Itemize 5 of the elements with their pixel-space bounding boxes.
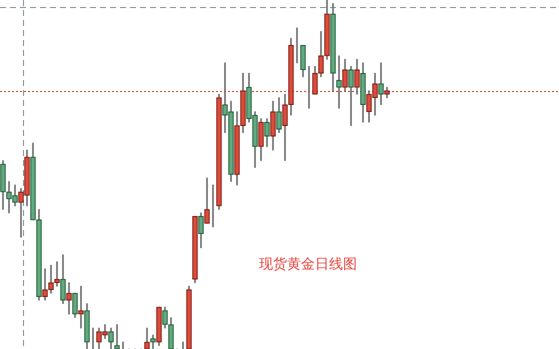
candlestick bbox=[78, 286, 84, 328]
candlestick bbox=[114, 324, 120, 349]
candlestick bbox=[336, 56, 342, 109]
candlestick bbox=[66, 282, 72, 314]
annotation: 现货黄金日线图 bbox=[259, 256, 357, 273]
